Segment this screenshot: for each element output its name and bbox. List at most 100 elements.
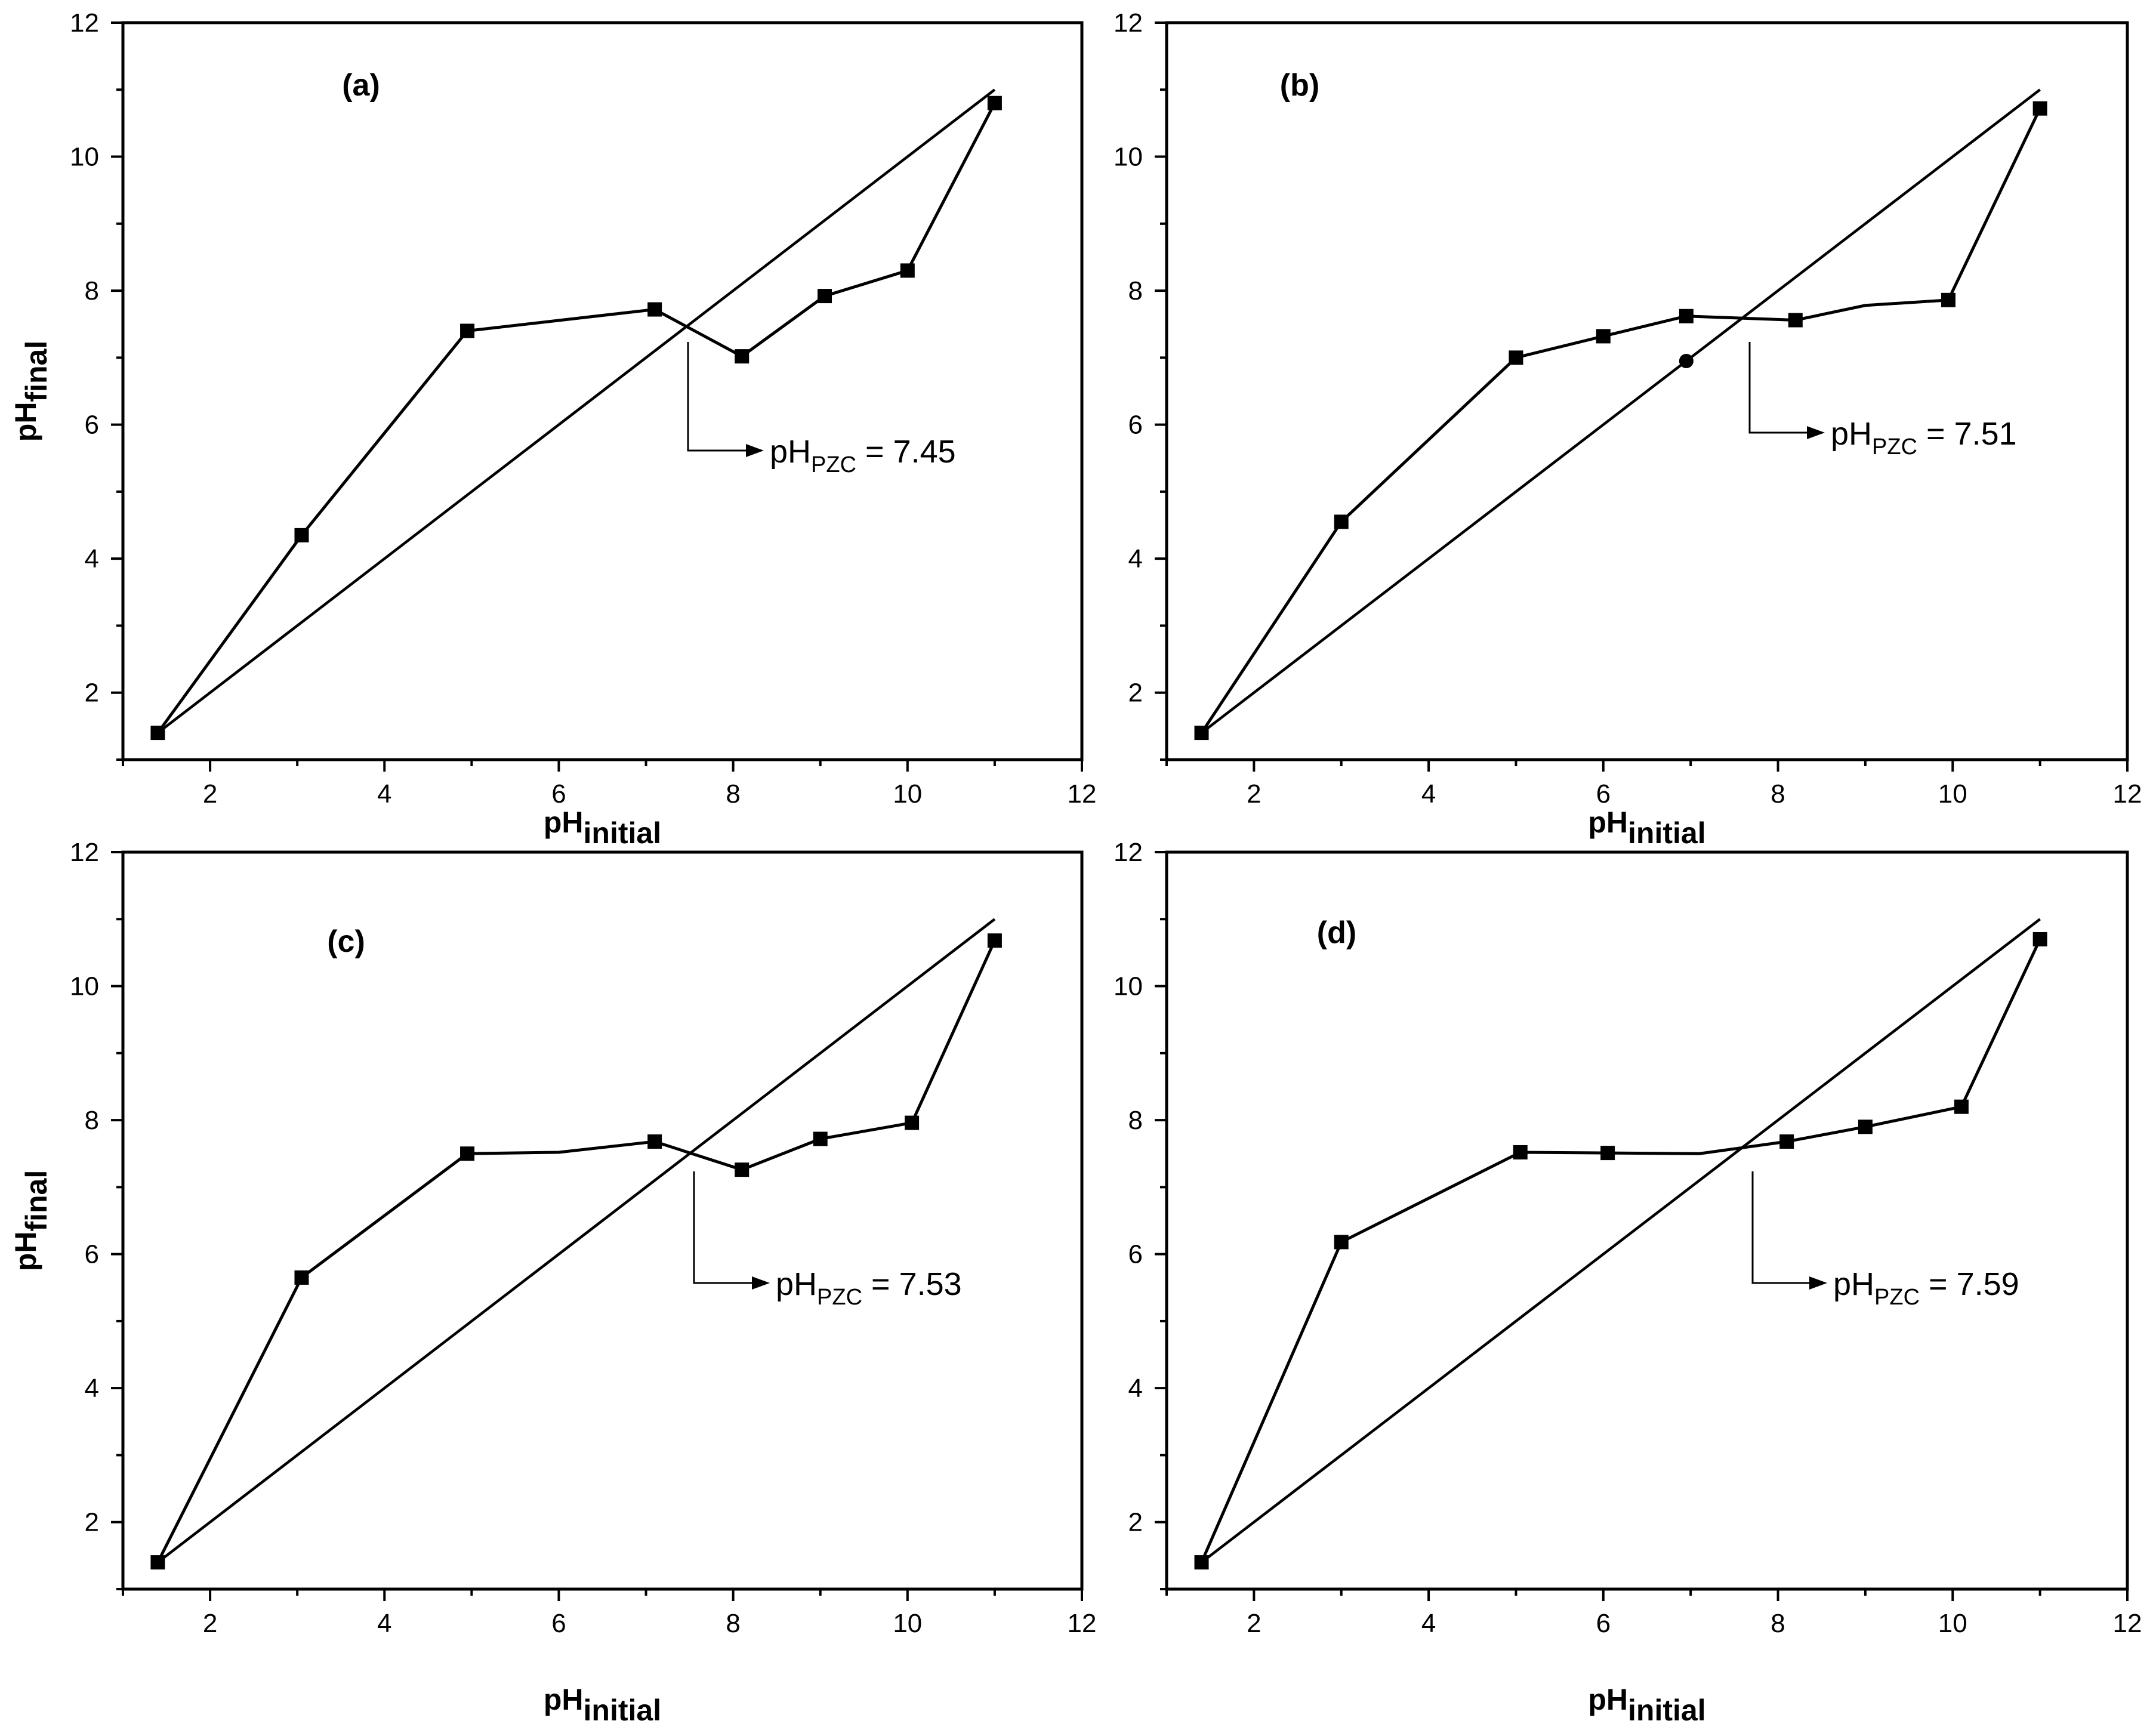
data-point-marker xyxy=(900,263,915,278)
x-tick-label: 4 xyxy=(1421,779,1436,809)
y-tick-label: 8 xyxy=(85,276,99,306)
data-point-marker xyxy=(2032,101,2047,116)
x-tick-label: 2 xyxy=(203,1609,217,1638)
data-point-marker xyxy=(905,1115,920,1130)
x-tick-label: 10 xyxy=(893,779,922,809)
plot-frame xyxy=(121,850,1084,1591)
y-tick-label: 4 xyxy=(1128,544,1143,573)
data-point-marker xyxy=(1334,514,1349,529)
x-tick-label: 6 xyxy=(551,779,566,809)
data-point-marker xyxy=(1194,1555,1209,1570)
reference-line xyxy=(157,918,996,1563)
panel-b: 2 4 6 8 10 12 2 4 6 8 10 12 pHinitial (b) pHPZC = 7.51 xyxy=(1114,8,2142,850)
data-point-marker xyxy=(150,1555,165,1570)
data-point-marker xyxy=(1954,1099,1969,1114)
x-tick-label: 12 xyxy=(2113,779,2142,809)
data-point-marker xyxy=(1858,1119,1873,1134)
reference-point-marker xyxy=(1679,353,1694,368)
panel-label: (c) xyxy=(327,924,365,959)
pzc-annotation-value: = 7.45 xyxy=(856,434,956,470)
data-point-marker xyxy=(818,289,832,304)
x-axis-title: pHinitial xyxy=(544,1683,661,1721)
x-tick-label: 12 xyxy=(1068,779,1097,809)
plot-frame xyxy=(1165,850,2129,1591)
x-tick-label: 2 xyxy=(1247,779,1261,809)
pzc-annotation-value: = 7.59 xyxy=(1920,1266,2019,1302)
y-axis-title: pHfinal xyxy=(9,1170,53,1271)
x-tick-label: 10 xyxy=(893,1609,922,1638)
y-tick-label: 6 xyxy=(85,1240,99,1269)
reference-line xyxy=(1201,88,2041,734)
y-tick-label: 4 xyxy=(85,1374,99,1403)
reference-line xyxy=(1201,918,2041,1563)
data-point-marker xyxy=(1600,1146,1615,1161)
data-point-marker xyxy=(813,1131,828,1146)
panel-label: (a) xyxy=(342,68,380,103)
series-line xyxy=(1200,938,2041,1563)
data-point-marker xyxy=(1596,329,1611,344)
x-axis-title: pHinitial xyxy=(544,806,661,850)
y-tick-label: 4 xyxy=(85,544,99,573)
data-point-marker xyxy=(1679,309,1694,323)
pzc-annotation: pHPZC = 7.51 xyxy=(1831,416,2017,459)
y-tick-label: 6 xyxy=(1128,411,1143,440)
x-axis-title: pHinitial xyxy=(1588,806,1705,850)
y-tick-label: 2 xyxy=(85,1508,99,1537)
y-tick-label: 10 xyxy=(1114,972,1143,1001)
data-point-marker xyxy=(647,1134,662,1149)
x-tick-label: 6 xyxy=(551,1609,566,1638)
data-point-marker xyxy=(987,95,1002,110)
x-tick-label: 10 xyxy=(1938,779,1967,809)
annotation-leader xyxy=(687,342,758,452)
x-tick-label: 2 xyxy=(203,779,217,809)
x-tick-label: 8 xyxy=(1771,1609,1785,1638)
data-point-marker xyxy=(987,933,1002,948)
panel-a: 2 4 6 8 10 12 2 4 6 8 10 12 pHinitial pHfinal (a) pHPZC… xyxy=(9,8,1096,850)
data-point-marker xyxy=(1779,1134,1794,1149)
pzc-annotation: pHPZC = 7.59 xyxy=(1833,1266,2019,1310)
data-point-marker xyxy=(1513,1145,1528,1159)
annotation-arrowhead xyxy=(1809,1276,1827,1290)
pzc-annotation-sub: PZC xyxy=(817,1285,862,1310)
data-point-marker xyxy=(1334,1235,1349,1250)
x-tick-label: 4 xyxy=(377,779,391,809)
annotation-arrowhead xyxy=(752,1276,770,1290)
data-point-marker xyxy=(460,323,475,338)
data-point-marker xyxy=(735,1162,749,1177)
y-tick-label: 6 xyxy=(85,411,99,440)
y-tick-label: 2 xyxy=(1128,678,1143,708)
data-point-marker xyxy=(1788,313,1803,328)
panel-label: (b) xyxy=(1280,68,1319,103)
data-point-marker xyxy=(2032,932,2047,946)
y-tick-label: 4 xyxy=(1128,1374,1143,1403)
pzc-annotation-sub: PZC xyxy=(1872,434,1917,459)
pzc-annotation-value: = 7.53 xyxy=(862,1266,962,1302)
series-line xyxy=(1200,107,2041,734)
x-tick-label: 8 xyxy=(726,1609,740,1638)
pzc-annotation-value: = 7.51 xyxy=(1917,416,2017,452)
x-tick-label: 4 xyxy=(1421,1609,1436,1638)
annotation-leader xyxy=(1748,342,1819,434)
x-tick-label: 4 xyxy=(377,1609,391,1638)
x-tick-label: 6 xyxy=(1596,779,1611,809)
pzc-annotation-sub: PZC xyxy=(1874,1285,1920,1310)
panel-d: 2 4 6 8 10 12 2 4 6 8 10 12 pHinitial (d) pHPZC = 7.59 xyxy=(1114,838,2142,1721)
y-tick-label: 12 xyxy=(70,838,99,867)
x-tick-label: 8 xyxy=(726,779,740,809)
y-tick-label: 8 xyxy=(85,1106,99,1135)
x-axis-title: pHinitial xyxy=(1588,1683,1705,1721)
plot-frame xyxy=(121,21,1084,761)
y-tick-label: 2 xyxy=(85,678,99,708)
pzc-annotation: pHPZC = 7.53 xyxy=(776,1266,962,1310)
reference-line xyxy=(157,88,996,734)
y-axis-title: pHfinal xyxy=(9,341,53,442)
data-point-marker xyxy=(735,349,749,364)
x-tick-label: 8 xyxy=(1771,779,1785,809)
pzc-annotation: pHPZC = 7.45 xyxy=(770,434,956,477)
pzc-annotation-sub: PZC xyxy=(811,452,856,477)
y-tick-label: 2 xyxy=(1128,1508,1143,1537)
y-axis-title-sub: final xyxy=(20,341,53,402)
plot-frame xyxy=(1165,21,2129,761)
data-point-marker xyxy=(294,1270,309,1285)
